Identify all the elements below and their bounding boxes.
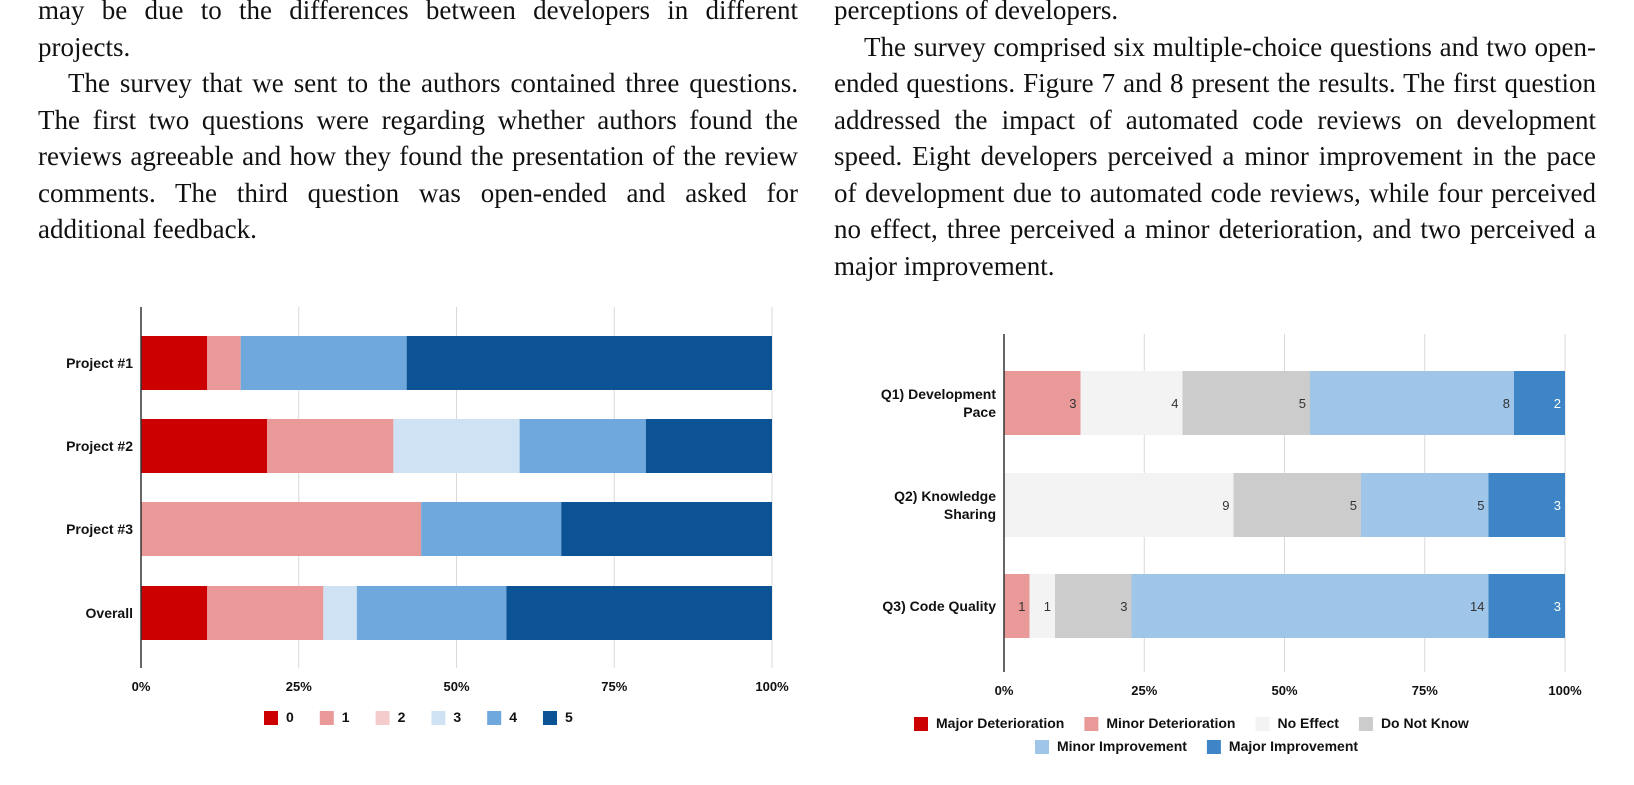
category-label: Q3) Code Quality	[882, 598, 996, 614]
legend-label: 5	[565, 709, 573, 725]
data-label: 4	[1171, 396, 1178, 411]
bar-overall-0	[141, 586, 208, 640]
bar-q3-code-quality-major-improvement	[1488, 574, 1565, 638]
category-label: Project #3	[66, 521, 133, 537]
legend-swatch	[1358, 717, 1373, 731]
legend-swatch	[431, 711, 446, 725]
bar-q1-development-pace-minor-deterioration	[1004, 371, 1081, 435]
bar-project-1-4	[240, 336, 407, 390]
category-label: Project #2	[66, 438, 133, 454]
right-paragraph-1: perceptions of developers.	[834, 0, 1119, 25]
data-label: 3	[1120, 599, 1127, 614]
bar-project-1-1	[207, 336, 241, 390]
data-label: 14	[1470, 599, 1484, 614]
legend-label: No Effect	[1277, 715, 1339, 731]
bar-project-2-1	[267, 419, 394, 473]
data-label: 3	[1554, 599, 1561, 614]
bar-overall-3	[323, 586, 357, 640]
bar-q3-code-quality-no-effect	[1029, 574, 1055, 638]
bar-q1-development-pace-no-effect	[1080, 371, 1183, 435]
bar-overall-4	[356, 586, 507, 640]
x-tick-label: 0%	[995, 683, 1014, 698]
x-tick-label: 100%	[755, 679, 789, 694]
data-label: 2	[1554, 396, 1561, 411]
legend-label: Do Not Know	[1381, 715, 1469, 731]
bar-q1-development-pace-major-improvement	[1514, 371, 1565, 435]
legend-label: Major Deterioration	[936, 715, 1064, 731]
left-paragraph-1: may be due to the differences between de…	[38, 0, 798, 62]
x-tick-label: 100%	[1548, 683, 1582, 698]
bar-project-3-4	[421, 502, 562, 556]
bar-project-2-3	[393, 419, 520, 473]
legend-swatch	[1206, 740, 1221, 754]
category-label: Q1) Development	[881, 386, 996, 402]
bar-overall-1	[207, 586, 324, 640]
right-text-column: perceptions of developers. The survey co…	[834, 0, 1596, 284]
bar-q3-code-quality-minor-deterioration	[1004, 574, 1030, 638]
x-tick-label: 25%	[286, 679, 312, 694]
bar-q1-development-pace-minor-improvement	[1310, 371, 1514, 435]
left-paragraph-2: The survey that we sent to the authors c…	[38, 68, 798, 244]
figure-project-ratings-chart: Project #1 Project #2 Project #3 Overall 0% 2…	[66, 307, 789, 725]
x-tick-label: 0%	[132, 679, 151, 694]
category-label: Project #1	[66, 355, 133, 371]
x-tick-label: 75%	[601, 679, 627, 694]
legend-swatch	[487, 711, 502, 725]
bar-project-2-4	[519, 419, 646, 473]
legend-swatch	[1035, 740, 1049, 754]
legend-label: 0	[286, 709, 294, 725]
bar-q2-knowledge-sharing-major-improvement	[1488, 473, 1565, 537]
category-label: Pace	[963, 404, 996, 420]
legend-label: 1	[342, 709, 350, 725]
legend-swatch	[264, 711, 278, 725]
data-label: 1	[1044, 599, 1051, 614]
bar-q2-knowledge-sharing-do-not-know	[1233, 473, 1361, 537]
bar-q3-code-quality-minor-improvement	[1131, 574, 1489, 638]
bar-project-1-5	[406, 336, 772, 390]
legend-label: Major Improvement	[1229, 738, 1358, 754]
legend-swatch	[1084, 717, 1099, 731]
bar-q3-code-quality-do-not-know	[1055, 574, 1132, 638]
bar-project-2-0	[141, 419, 268, 473]
category-label: Overall	[86, 605, 133, 621]
bar-q2-knowledge-sharing-no-effect	[1004, 473, 1234, 537]
x-tick-label: 25%	[1131, 683, 1157, 698]
legend-label: 3	[453, 709, 461, 725]
legend-swatch	[375, 711, 390, 725]
bar-project-3-1	[141, 502, 422, 556]
bar-project-1-0	[141, 336, 208, 390]
data-label: 8	[1503, 396, 1510, 411]
legend-label: 2	[398, 709, 406, 725]
left-text-column: may be due to the differences between de…	[38, 0, 798, 248]
data-label: 3	[1554, 498, 1561, 513]
data-label: 5	[1350, 498, 1357, 513]
bar-q2-knowledge-sharing-minor-improvement	[1361, 473, 1489, 537]
bar-project-2-5	[645, 419, 772, 473]
x-tick-label: 75%	[1412, 683, 1438, 698]
legend-swatch	[319, 711, 334, 725]
data-label: 5	[1477, 498, 1484, 513]
right-paragraph-2: The survey comprised six multiple-choice…	[834, 31, 1596, 281]
bar-overall-5	[506, 586, 772, 640]
category-label: Q2) Knowledge	[894, 488, 996, 504]
legend-swatch	[542, 711, 557, 725]
legend-label: 4	[509, 709, 517, 725]
legend-swatch	[914, 717, 928, 731]
data-label: 3	[1069, 396, 1076, 411]
x-tick-label: 50%	[1271, 683, 1297, 698]
legend-label: Minor Deterioration	[1106, 715, 1235, 731]
bar-project-3-5	[561, 502, 772, 556]
legend-swatch	[1255, 717, 1270, 731]
data-label: 5	[1299, 396, 1306, 411]
data-label: 9	[1222, 498, 1229, 513]
x-tick-label: 50%	[443, 679, 469, 694]
bar-q1-development-pace-do-not-know	[1182, 371, 1310, 435]
legend-label: Minor Improvement	[1057, 738, 1187, 754]
data-label: 1	[1018, 599, 1025, 614]
category-label: Sharing	[944, 506, 996, 522]
